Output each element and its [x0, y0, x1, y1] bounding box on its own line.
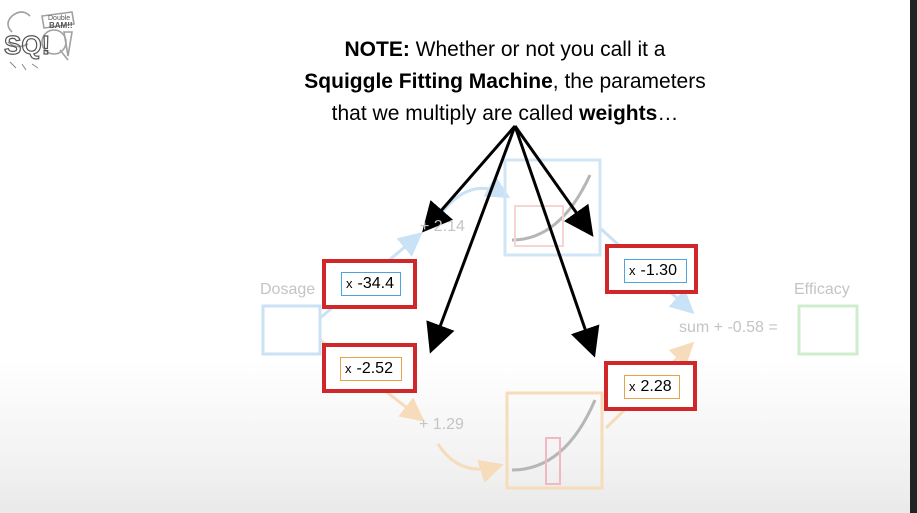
weight-symbol-2: x	[345, 361, 352, 376]
window-edge-bar	[910, 0, 917, 513]
pointer-arrow-3	[513, 125, 594, 237]
weight-number-3: -1.30	[640, 262, 677, 279]
note-ellipsis: …	[657, 102, 679, 125]
note-machine-name: Squiggle Fitting Machine	[304, 70, 553, 93]
logo-text-top: Double	[48, 15, 70, 22]
weight-number-2: -2.52	[356, 360, 393, 377]
weight-symbol-4: x	[629, 379, 636, 394]
note-part1: Whether or not you call it a	[409, 38, 666, 61]
weight-highlight-1: x -34.4	[322, 259, 417, 309]
hidden-node-top	[503, 158, 602, 257]
pointer-arrow-4	[513, 125, 600, 358]
weight-number-1: -34.4	[357, 275, 394, 292]
note-lead: NOTE:	[344, 38, 410, 61]
note-text: NOTE: Whether or not you call it a Squig…	[230, 34, 780, 130]
bias-top-label: + 2.14	[420, 218, 465, 235]
output-node	[797, 304, 859, 356]
logo-letters: SQ!	[4, 30, 50, 60]
weight-highlight-2: x -2.52	[322, 343, 417, 393]
weight-symbol-3: x	[629, 263, 636, 278]
weight-value-4: x 2.28	[624, 375, 680, 399]
output-label: Efficacy	[794, 281, 850, 298]
weight-value-1: x -34.4	[341, 272, 401, 296]
note-weights-word: weights	[579, 102, 658, 125]
sum-label: sum + -0.58 =	[679, 319, 778, 336]
hidden-node-bottom	[505, 391, 604, 490]
weight-highlight-4: x 2.28	[604, 361, 697, 411]
weight-symbol-1: x	[346, 276, 353, 291]
edge-bias-bottom	[436, 443, 504, 483]
pointer-arrow-1	[422, 125, 517, 233]
weight-value-3: x -1.30	[624, 259, 687, 283]
weight-highlight-3: x -1.30	[605, 244, 698, 294]
pointer-arrow-2	[426, 125, 517, 354]
weight-number-4: 2.28	[640, 378, 672, 395]
note-part3: that we multiply are called	[331, 102, 580, 125]
input-label: Dosage	[260, 281, 316, 298]
logo-text-bam: BAM!!	[49, 21, 73, 30]
input-node	[261, 304, 322, 356]
bias-bottom-label: + 1.29	[419, 416, 464, 433]
note-part2: , the parameters	[552, 70, 706, 93]
weight-value-2: x -2.52	[340, 357, 402, 381]
statquest-logo: Double BAM!! SQ!	[3, 11, 75, 71]
